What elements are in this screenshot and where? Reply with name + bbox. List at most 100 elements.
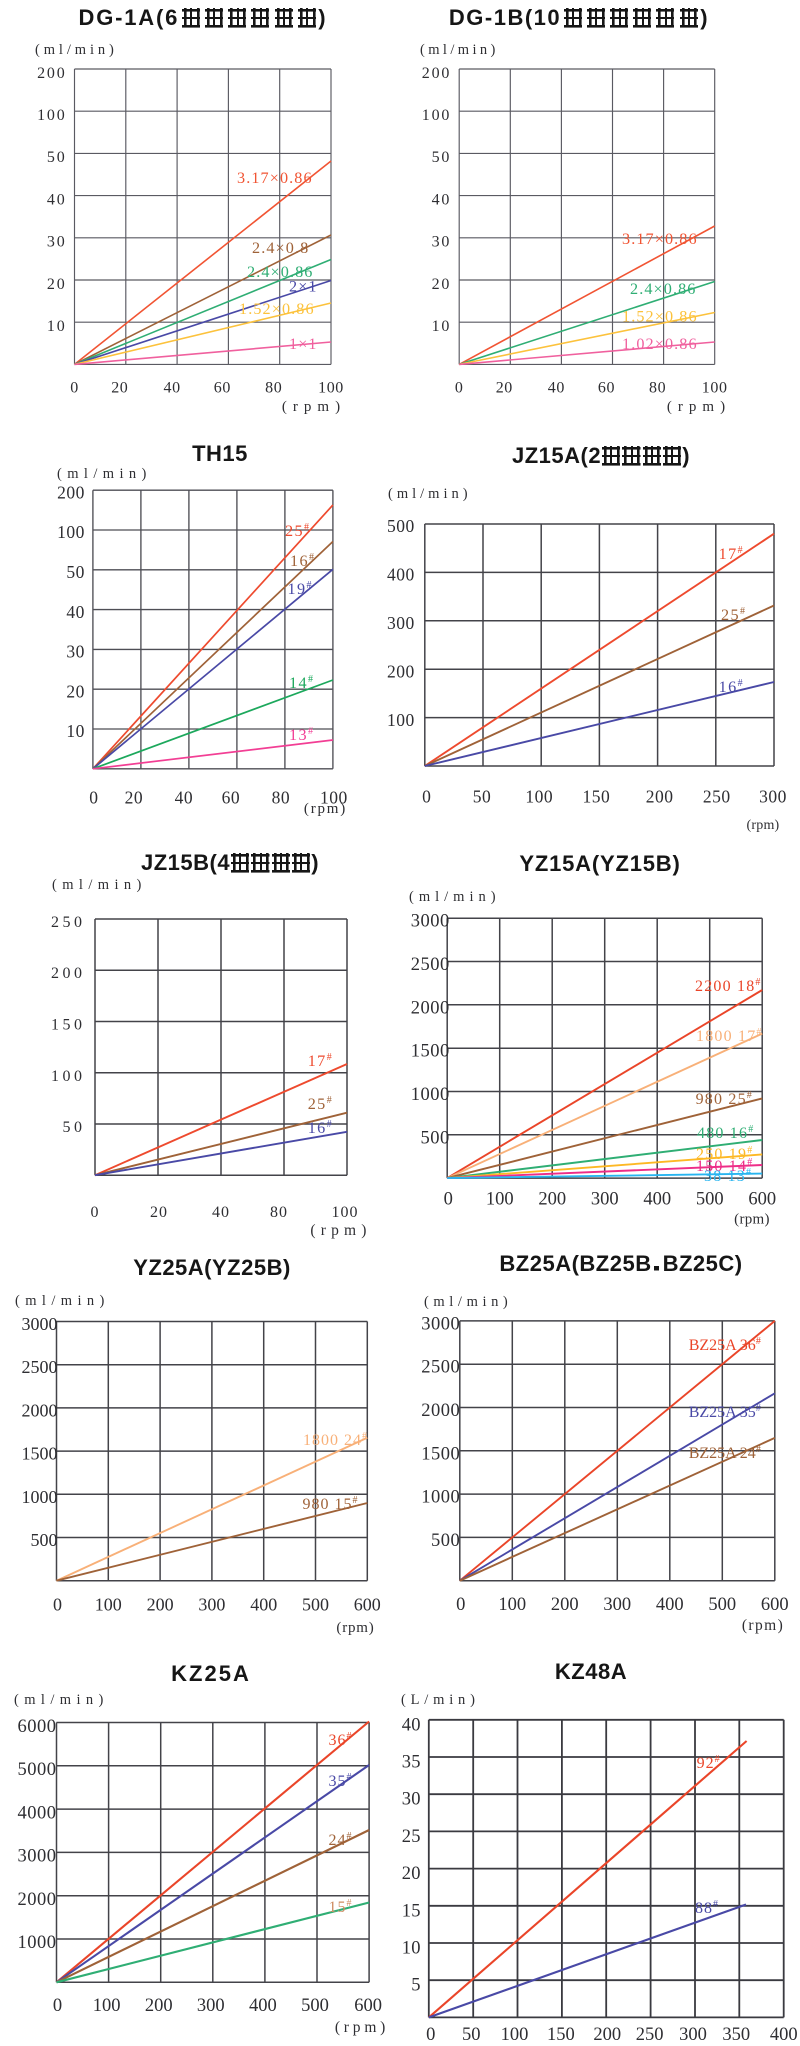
svg-text:400: 400: [656, 1595, 684, 1615]
svg-text:400: 400: [387, 565, 415, 585]
svg-text:100: 100: [51, 1068, 86, 1085]
svg-text:2.4×0.8: 2.4×0.8: [252, 239, 309, 257]
svg-text:88#: 88#: [695, 1899, 718, 1917]
svg-text:1800 17#: 1800 17#: [696, 1027, 761, 1045]
svg-text:200: 200: [551, 1595, 579, 1615]
svg-text:20: 20: [66, 681, 85, 701]
svg-text:20: 20: [125, 788, 144, 808]
svg-text:1000: 1000: [18, 1933, 57, 1953]
svg-text:(rpm): (rpm): [336, 1620, 374, 1636]
svg-text:40: 40: [432, 191, 452, 208]
svg-text:19#: 19#: [288, 580, 312, 598]
svg-text:40: 40: [47, 191, 67, 208]
svg-text:600: 600: [354, 1595, 381, 1615]
svg-text:3000: 3000: [18, 1847, 57, 1867]
svg-text:1.52×0.86: 1.52×0.86: [239, 300, 315, 318]
svg-text:20: 20: [432, 276, 452, 293]
svg-text:100: 100: [57, 522, 85, 542]
svg-text:300: 300: [387, 613, 415, 633]
svg-text:150: 150: [51, 1017, 86, 1034]
svg-text:2200 18#: 2200 18#: [695, 977, 760, 995]
svg-text:300: 300: [679, 2025, 707, 2045]
svg-text:100: 100: [320, 788, 348, 808]
svg-text:(L/min): (L/min): [401, 1692, 480, 1708]
svg-text:80: 80: [649, 380, 666, 397]
svg-text:0: 0: [89, 788, 98, 808]
svg-text:(ml/min): (ml/min): [424, 1294, 512, 1310]
svg-text:100: 100: [332, 1204, 359, 1221]
svg-text:(ml/min): (ml/min): [52, 877, 147, 893]
svg-text:500: 500: [420, 1128, 449, 1148]
svg-text:2000: 2000: [18, 1890, 57, 1910]
svg-text:(ml/min): (ml/min): [35, 42, 118, 58]
svg-text:2500: 2500: [22, 1357, 58, 1377]
svg-text:24#: 24#: [329, 1831, 352, 1849]
svg-text:40: 40: [402, 1715, 421, 1735]
svg-text:200: 200: [57, 482, 85, 502]
svg-text:100: 100: [318, 380, 344, 397]
svg-text:3000: 3000: [421, 1314, 460, 1334]
svg-text:2.4×0.86: 2.4×0.86: [630, 280, 697, 298]
svg-text:10: 10: [402, 1939, 421, 1959]
svg-text:100: 100: [501, 2025, 529, 2045]
svg-text:25: 25: [402, 1827, 421, 1847]
svg-text:20: 20: [496, 380, 513, 397]
svg-text:13#: 13#: [289, 726, 313, 744]
svg-text:40: 40: [548, 380, 565, 397]
svg-text:(rpm): (rpm): [304, 801, 347, 817]
svg-text:400: 400: [249, 1996, 277, 2016]
svg-text:300: 300: [198, 1595, 225, 1615]
svg-text:15#: 15#: [329, 1898, 352, 1916]
svg-text:1000: 1000: [411, 1085, 450, 1105]
svg-text:17#: 17#: [719, 545, 743, 563]
svg-text:50: 50: [432, 149, 452, 166]
svg-text:0: 0: [91, 1204, 100, 1221]
svg-text:38 13#: 38 13#: [704, 1167, 751, 1185]
svg-text:5000: 5000: [18, 1760, 57, 1780]
svg-text:60: 60: [214, 380, 231, 397]
svg-text:250: 250: [703, 787, 731, 807]
svg-text:80: 80: [265, 380, 282, 397]
svg-text:30: 30: [432, 234, 452, 251]
svg-text:200: 200: [593, 2025, 621, 2045]
svg-text:16#: 16#: [308, 1119, 332, 1137]
svg-text:300: 300: [197, 1996, 225, 2016]
svg-text:1000: 1000: [22, 1487, 58, 1507]
svg-text:50: 50: [66, 562, 85, 582]
svg-text:1500: 1500: [421, 1444, 460, 1464]
svg-text:2.4×0.86: 2.4×0.86: [247, 263, 314, 281]
svg-text:100: 100: [498, 1595, 526, 1615]
svg-text:250: 250: [636, 2025, 664, 2045]
svg-text:350: 350: [722, 2025, 750, 2045]
svg-text:40: 40: [66, 602, 85, 622]
svg-text:50: 50: [63, 1119, 86, 1136]
svg-text:(rpm): (rpm): [734, 1212, 770, 1228]
svg-text:(rpm): (rpm): [335, 2019, 389, 2036]
svg-text:80: 80: [270, 1204, 288, 1221]
svg-text:14#: 14#: [289, 674, 313, 692]
svg-text:250: 250: [51, 914, 86, 931]
svg-text:3.17×0.86: 3.17×0.86: [622, 230, 698, 248]
svg-text:50: 50: [473, 787, 492, 807]
svg-text:BZ25A 35#: BZ25A 35#: [689, 1403, 761, 1421]
svg-text:100: 100: [95, 1595, 122, 1615]
svg-text:980 25#: 980 25#: [696, 1090, 752, 1108]
svg-text:BZ25A 36#: BZ25A 36#: [689, 1336, 761, 1354]
svg-text:200: 200: [422, 65, 451, 82]
svg-text:40: 40: [163, 380, 180, 397]
svg-text:1.52×0.86: 1.52×0.86: [622, 308, 698, 326]
svg-text:100: 100: [422, 107, 451, 124]
svg-text:35: 35: [402, 1753, 421, 1773]
svg-text:1000: 1000: [421, 1488, 460, 1508]
svg-text:10: 10: [47, 318, 67, 335]
svg-text:BZ25A 24#: BZ25A 24#: [689, 1444, 761, 1462]
svg-text:2000: 2000: [22, 1400, 58, 1420]
svg-text:20: 20: [150, 1204, 168, 1221]
svg-text:30: 30: [47, 234, 67, 251]
svg-text:500: 500: [696, 1190, 724, 1210]
svg-text:200: 200: [147, 1595, 174, 1615]
svg-text:4000: 4000: [18, 1803, 57, 1823]
svg-text:150: 150: [547, 2025, 575, 2045]
svg-text:500: 500: [302, 1595, 329, 1615]
svg-text:1.02×0.86: 1.02×0.86: [622, 335, 698, 353]
